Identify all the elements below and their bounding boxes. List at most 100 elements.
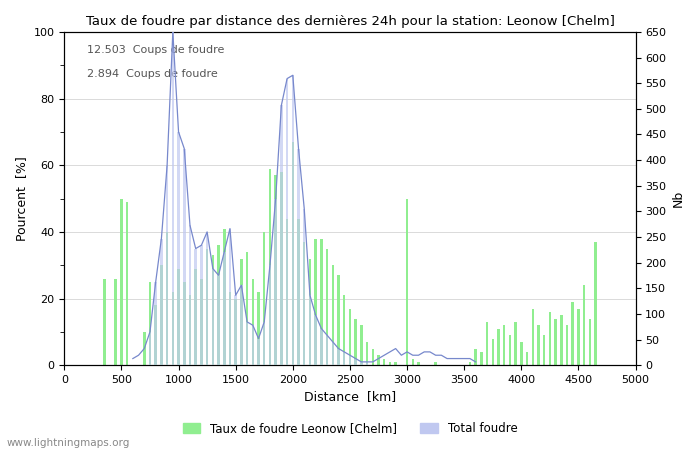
Bar [183,282,186,365]
Bar [103,279,106,365]
Bar [560,315,563,365]
Bar [217,275,220,365]
Bar [269,169,271,365]
Bar [332,265,334,365]
Bar [566,325,568,365]
X-axis label: Distance  [km]: Distance [km] [304,391,396,404]
Bar [571,302,574,365]
Bar [160,238,162,365]
Bar [258,292,260,365]
Bar [326,335,328,365]
Bar [177,269,180,365]
Bar [332,342,334,365]
Bar [166,165,169,365]
Bar [291,75,294,365]
Bar [412,359,414,365]
Bar [269,265,271,365]
Bar [589,319,591,365]
Bar [240,285,243,365]
Text: 12.503  Coups de foudre: 12.503 Coups de foudre [87,45,225,55]
Bar [309,295,312,365]
Bar [189,225,191,365]
Bar [114,279,117,365]
Bar [206,248,209,365]
Bar [417,362,420,365]
Bar [126,202,128,365]
Bar [195,248,197,365]
Bar [366,342,368,365]
Bar [155,305,157,365]
Bar [383,359,386,365]
Bar [166,232,169,365]
Bar [143,332,146,365]
Bar [229,229,231,365]
Bar [343,295,346,365]
Bar [298,219,300,365]
Bar [229,292,231,365]
Bar [366,362,368,365]
Bar [120,198,122,365]
Bar [160,265,162,365]
Bar [258,338,260,365]
Bar [172,32,174,365]
Bar [286,219,288,365]
Bar [354,359,357,365]
Bar [246,252,248,365]
Bar [200,279,203,365]
Bar [183,148,186,365]
Bar [309,259,312,365]
Bar [280,105,283,365]
Bar [223,252,225,365]
Bar [554,319,557,365]
Bar [211,255,214,365]
Y-axis label: Pourcent  [%]: Pourcent [%] [15,156,28,241]
Bar [314,238,317,365]
Bar [549,312,551,365]
Bar [274,198,277,365]
Bar [509,335,511,365]
Bar [172,292,174,365]
Bar [503,325,505,365]
Bar [531,309,534,365]
Bar [217,245,220,365]
Bar [435,362,437,365]
Bar [583,285,585,365]
Bar [148,332,151,365]
Bar [298,148,300,365]
Bar [303,242,305,365]
Bar [251,279,254,365]
Bar [475,349,477,365]
Bar [303,209,305,365]
Bar [223,229,225,365]
Bar [291,142,294,365]
Bar [486,322,489,365]
Bar [211,269,214,365]
Bar [234,298,237,365]
Bar [354,319,357,365]
Bar [372,349,374,365]
Bar [537,325,540,365]
Bar [314,315,317,365]
Bar [337,275,340,365]
Bar [274,175,277,365]
Bar [251,325,254,365]
Bar [349,309,351,365]
Bar [360,325,363,365]
Bar [543,335,545,365]
Title: Taux de foudre par distance des dernières 24h pour la station: Leonow [Chelm]: Taux de foudre par distance des dernière… [85,15,615,28]
Legend: Taux de foudre Leonow [Chelm], Total foudre: Taux de foudre Leonow [Chelm], Total fou… [178,417,522,440]
Bar [343,352,346,365]
Bar [578,309,580,365]
Bar [337,349,340,365]
Bar [200,245,203,365]
Bar [177,132,180,365]
Bar [520,342,523,365]
Bar [514,322,517,365]
Bar [480,352,482,365]
Bar [263,322,265,365]
Bar [491,338,494,365]
Bar [526,352,528,365]
Bar [280,172,283,365]
Bar [195,269,197,365]
Bar [406,198,408,365]
